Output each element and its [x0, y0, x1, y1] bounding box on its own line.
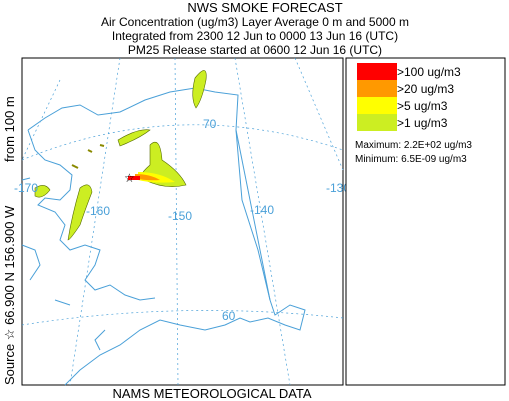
subtitle: Air Concentration (ug/m3) Layer Average …: [101, 15, 409, 29]
coastline: [27, 129, 156, 301]
source-label: Source ☆ 66.900 N 156.900 W: [2, 205, 17, 385]
graticule: [294, 57, 344, 171]
legend-entry: >1 ug/m3: [397, 116, 448, 130]
legend-swatch: [357, 114, 397, 131]
map-shape: [34, 185, 51, 198]
subtitle: PM25 Release started at 0600 12 Jun 16 (…: [128, 43, 382, 57]
legend-entry: >20 ug/m3: [397, 82, 454, 96]
graticule-label: -130: [326, 181, 350, 195]
map-shape: [67, 184, 93, 241]
map-shape: [71, 144, 105, 169]
height-label: from 100 m: [2, 96, 17, 162]
graticule: [69, 57, 121, 386]
title: NWS SMOKE FORECAST: [187, 0, 342, 15]
coastline: [27, 87, 306, 386]
legend-swatch: [357, 97, 397, 114]
legend-maximum: Maximum: 2.2E+02 ug/m3: [355, 140, 472, 151]
footer: NAMS METEOROLOGICAL DATA: [112, 386, 311, 401]
map-shape: [128, 176, 140, 180]
source-star: ☆: [124, 171, 135, 185]
map-shape: [117, 129, 151, 147]
coastline: [21, 177, 106, 351]
graticule-label: -140: [250, 203, 274, 217]
legend-swatch: [357, 63, 397, 80]
subtitle: Integrated from 2300 12 Jun to 0000 13 J…: [112, 29, 398, 43]
graticule-label: 60: [222, 309, 236, 323]
smoke-plume: [34, 70, 207, 241]
graticule-label: 70: [203, 117, 217, 131]
graticule-label: -150: [168, 209, 192, 223]
map: ☆ 70 -170 -160 -150 -140 -130 60: [14, 57, 350, 386]
graticule-label: -160: [86, 204, 110, 218]
legend: >100 ug/m3 >20 ug/m3 >5 ug/m3 >1 ug/m3 M…: [345, 57, 506, 386]
legend-minimum: Minimum: 6.5E-09 ug/m3: [355, 154, 467, 165]
graticule-label: -170: [14, 181, 38, 195]
map-shape: [135, 174, 160, 181]
legend-swatch: [357, 80, 397, 97]
graticule: [21, 310, 344, 326]
border: [235, 129, 271, 301]
graticule: [234, 57, 291, 386]
legend-entry: >5 ug/m3: [397, 99, 448, 113]
legend-entry: >100 ug/m3: [397, 65, 461, 79]
map-shape: [192, 70, 207, 109]
